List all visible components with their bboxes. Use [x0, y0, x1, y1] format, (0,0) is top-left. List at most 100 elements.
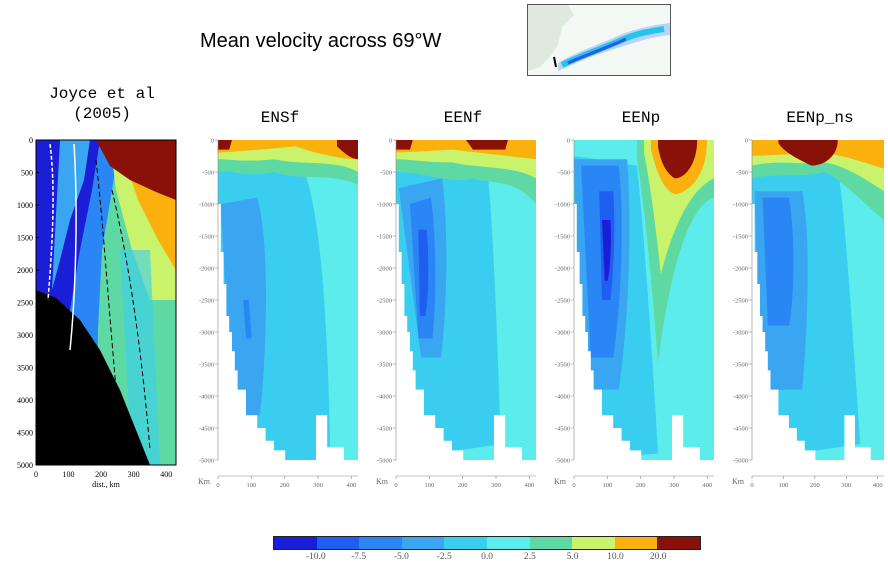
- y-tick-label: -1500: [199, 234, 214, 241]
- panel-ensf: 0 -500 -1000 -1500 -2000 -2500 -3000 -3500 -4000…: [192, 130, 372, 515]
- y-tick-label: 1500: [17, 234, 33, 243]
- x-tick-label: 300: [491, 482, 501, 489]
- y-tick-label: -4500: [377, 426, 392, 433]
- x-tick-label: 400: [160, 470, 172, 479]
- contour-band: [243, 300, 251, 338]
- bathymetry-mask: [844, 415, 871, 460]
- contour-band: [418, 230, 428, 316]
- y-tick-label: -4000: [733, 394, 748, 401]
- y-tick-label: 0: [745, 138, 748, 145]
- y-tick-label: -4500: [733, 426, 748, 433]
- colorbar-swatch: [486, 537, 530, 549]
- colorbar-swatch: [401, 537, 445, 549]
- y-tick-label: -2500: [377, 298, 392, 305]
- colorbar-tick-label: -7.5: [351, 552, 367, 562]
- y-tick-label: 3000: [17, 331, 33, 340]
- x-tick-label: 0: [750, 482, 753, 489]
- colorbar-swatch: [529, 537, 573, 549]
- y-tick-label: -5000: [733, 458, 748, 465]
- y-tick-label: -500: [558, 170, 570, 177]
- x-axis-label: Km: [554, 477, 567, 486]
- panel-title-ensf: ENSf: [260, 109, 300, 127]
- x-tick-label: 0: [216, 482, 219, 489]
- x-tick-label: 200: [280, 482, 290, 489]
- y-tick-label: -5000: [377, 458, 392, 465]
- y-tick-label: 2000: [17, 266, 33, 275]
- y-tick-label: -1000: [733, 202, 748, 209]
- bathymetry-mask: [672, 415, 700, 460]
- bathymetry-mask: [752, 204, 816, 460]
- y-tick-label: -3000: [733, 330, 748, 337]
- y-tick-label: -500: [202, 170, 214, 177]
- y-tick-label: -1500: [733, 234, 748, 241]
- x-tick-label: 200: [458, 482, 468, 489]
- bathymetry-mask: [574, 204, 642, 460]
- panel-eenp-ns: 0 -500 -1000 -1500 -2000 -2500 -3000 -3500 -4000…: [726, 130, 888, 515]
- y-tick-label: 0: [389, 138, 392, 145]
- panel-joyce: 0 500 1000 1500 2000 2500 3000 3500 4000 4500 5000…: [0, 130, 180, 505]
- x-tick-label: 400: [873, 482, 883, 489]
- y-tick-label: -1500: [555, 234, 570, 241]
- y-tick-label: -1000: [555, 202, 570, 209]
- y-tick-label: -2500: [199, 298, 214, 305]
- bathymetry-mask: [494, 415, 522, 460]
- panel-title-eenf: EENf: [443, 109, 483, 127]
- contour-band: [658, 140, 697, 178]
- x-tick-label: 100: [246, 482, 256, 489]
- y-tick-label: 2500: [17, 299, 33, 308]
- y-tick-label: -5000: [199, 458, 214, 465]
- y-tick-label: -3500: [199, 362, 214, 369]
- y-tick-label: -1000: [377, 202, 392, 209]
- colorbar-swatch: [572, 537, 615, 549]
- panel-eenp: 0 -500 -1000 -1500 -2000 -2500 -3000 -3500 -4000…: [548, 130, 728, 515]
- y-tick-label: -2000: [733, 266, 748, 273]
- y-tick-label: 500: [21, 169, 33, 178]
- y-tick-label: -2500: [555, 298, 570, 305]
- x-tick-label: 100: [424, 482, 434, 489]
- x-axis-label: Km: [376, 477, 389, 486]
- contour-band: [602, 220, 611, 281]
- colorbar-ticks: -10.0 -7.5 -5.0 -2.5 0.0 2.5 5.0 10.0 20.0: [273, 552, 701, 566]
- y-tick-label: 3500: [17, 364, 33, 373]
- bathymetry-mask: [218, 415, 235, 460]
- y-tick-label: -4000: [199, 394, 214, 401]
- y-tick-label: -500: [736, 170, 748, 177]
- y-tick-label: 1000: [17, 201, 33, 210]
- y-tick-label: -4000: [377, 394, 392, 401]
- colorbar-swatch: [274, 537, 317, 549]
- x-tick-label: 300: [841, 482, 851, 489]
- colorbar-swatch: [316, 537, 360, 549]
- colorbar-tick-label: 2.5: [523, 552, 536, 562]
- colorbar: [273, 536, 701, 550]
- y-tick-label: 0: [567, 138, 570, 145]
- y-tick-label: -3500: [733, 362, 748, 369]
- figure-title: Mean velocity across 69°W: [200, 30, 442, 52]
- x-axis-label: Km: [732, 477, 745, 486]
- contour-band: [778, 140, 837, 166]
- y-tick-label: -5000: [555, 458, 570, 465]
- x-axis-label: Km: [198, 477, 211, 486]
- x-tick-label: 100: [63, 470, 75, 479]
- x-tick-label: 0: [572, 482, 575, 489]
- y-tick-label: -4500: [555, 426, 570, 433]
- colorbar-tick-label: 5.0: [566, 552, 579, 562]
- y-tick-label: -3000: [555, 330, 570, 337]
- y-tick-label: -500: [380, 170, 392, 177]
- bathymetry-mask: [218, 204, 286, 460]
- y-tick-label: -3000: [377, 330, 392, 337]
- inset-map: [527, 4, 671, 76]
- panel-title-joyce: Joyce et al (2005): [49, 85, 155, 123]
- colorbar-swatch: [657, 537, 700, 549]
- y-tick-label: -2000: [555, 266, 570, 273]
- x-tick-label: 400: [524, 482, 534, 489]
- panel-title-eenp: EENp: [621, 109, 661, 127]
- y-tick-label: -1000: [199, 202, 214, 209]
- y-tick-label: -4500: [199, 426, 214, 433]
- y-tick-label: -3000: [199, 330, 214, 337]
- x-tick-label: 400: [702, 482, 712, 489]
- bathymetry-mask: [316, 415, 344, 460]
- x-tick-label: 200: [95, 470, 107, 479]
- y-tick-label: -3500: [555, 362, 570, 369]
- colorbar-tick-label: 10.0: [607, 552, 624, 562]
- y-tick-label: -2000: [199, 266, 214, 273]
